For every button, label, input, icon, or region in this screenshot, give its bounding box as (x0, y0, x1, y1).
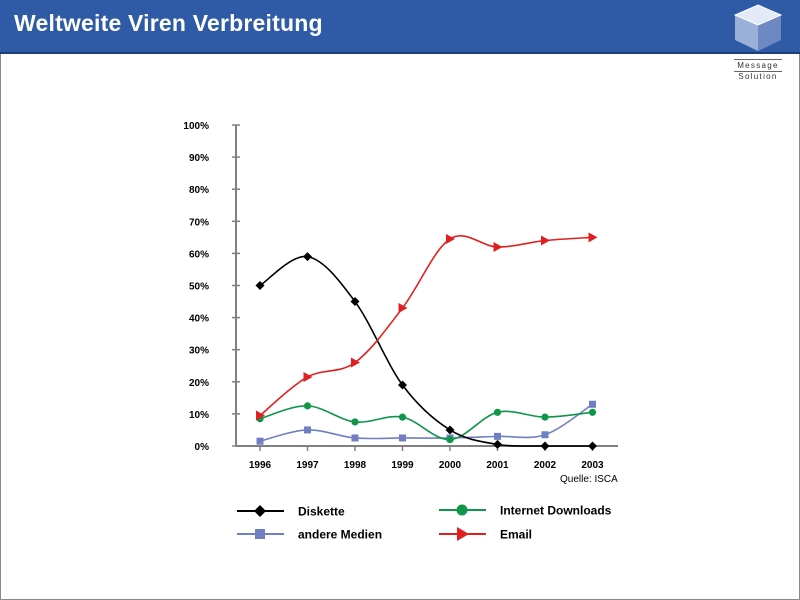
chart-ticks: 0% 10% 20% 30% 40% 50% 60% 70% 80% 90% 100% 1996 199… (183, 121, 604, 471)
y-tick-label: 70% (189, 217, 209, 228)
series-line-email (259, 235, 593, 417)
data-point-andere-medien (589, 400, 596, 408)
y-tick-label: 100% (183, 121, 209, 132)
data-point-diskette (540, 441, 550, 451)
logo-rule-top (734, 59, 782, 60)
data-point-andere-medien (351, 434, 359, 442)
y-tick-label: 10% (189, 410, 209, 421)
data-point-internet-downloads (398, 413, 407, 421)
logo-rule-middle (734, 71, 782, 72)
data-point-internet-downloads (493, 408, 502, 416)
data-point-andere-medien (304, 426, 311, 434)
data-point-email (493, 241, 503, 252)
data-point-diskette (303, 252, 312, 262)
y-tick-label: 90% (189, 153, 209, 164)
data-point-internet-downloads (303, 402, 312, 410)
data-point-andere-medien (541, 431, 549, 439)
x-tick-label: 2001 (486, 460, 509, 471)
legend-marker-diskette (254, 505, 266, 517)
title-bar: Weltweite Viren Verbreitung (0, 0, 800, 54)
cube-logo-icon (733, 4, 783, 51)
logo-text-message: Message (737, 61, 779, 70)
page-title: Weltweite Viren Verbreitung (14, 10, 323, 36)
y-tick-label: 20% (189, 378, 209, 389)
data-point-andere-medien (494, 432, 501, 440)
y-tick-label: 50% (189, 282, 209, 293)
x-tick-label: 1996 (249, 460, 272, 471)
legend-marker-andere-medien (255, 529, 265, 539)
chart-axes (235, 125, 618, 447)
chart-legend: Diskette Internet Downloads andere Medien E… (237, 504, 612, 542)
x-tick-label: 2003 (581, 460, 604, 471)
y-tick-label: 40% (189, 314, 209, 325)
data-point-internet-downloads (541, 413, 549, 421)
data-point-internet-downloads (588, 408, 597, 416)
data-point-email (256, 410, 265, 421)
series-line-diskette (259, 255, 593, 447)
y-tick-label: 60% (189, 249, 209, 260)
data-point-internet-downloads (446, 435, 454, 444)
data-point-diskette (398, 380, 407, 390)
legend-label-diskette: Diskette (298, 505, 345, 519)
x-tick-label: 1997 (296, 460, 319, 471)
legend-marker-internet-downloads (456, 504, 468, 516)
data-point-andere-medien (399, 434, 406, 442)
data-point-email (446, 233, 455, 244)
legend-label-email: Email (500, 528, 532, 542)
y-tick-label: 80% (189, 185, 209, 196)
data-point-andere-medien (256, 437, 264, 445)
chart-source-note: Quelle: ISCA (560, 474, 618, 485)
data-point-diskette (255, 281, 265, 290)
data-point-email (588, 232, 598, 243)
legend-label-internet-downloads: Internet Downloads (500, 504, 612, 518)
data-point-diskette (350, 297, 360, 307)
x-tick-label: 1999 (391, 460, 414, 471)
data-point-diskette (493, 439, 502, 449)
data-point-email (351, 357, 360, 368)
data-point-email (541, 235, 550, 246)
chart-series-lines (259, 235, 593, 447)
x-tick-label: 1998 (344, 460, 367, 471)
legend-label-andere-medien: andere Medien (298, 528, 382, 542)
y-tick-label: 30% (189, 346, 209, 357)
x-tick-label: 2002 (534, 460, 557, 471)
data-point-diskette (588, 441, 597, 451)
logo-text-solution: Solution (738, 72, 778, 81)
series-line-internet-downloads (259, 405, 593, 441)
chart-series-markers (255, 232, 598, 451)
company-logo: Message Solution (731, 3, 785, 83)
y-tick-label: 0% (195, 442, 210, 453)
legend-marker-email (457, 527, 469, 541)
data-point-diskette (445, 425, 455, 435)
x-tick-label: 2000 (439, 460, 462, 471)
series-line-andere-medien (259, 403, 593, 442)
data-point-email (303, 371, 313, 382)
data-point-internet-downloads (351, 418, 359, 426)
data-point-email (398, 302, 408, 313)
